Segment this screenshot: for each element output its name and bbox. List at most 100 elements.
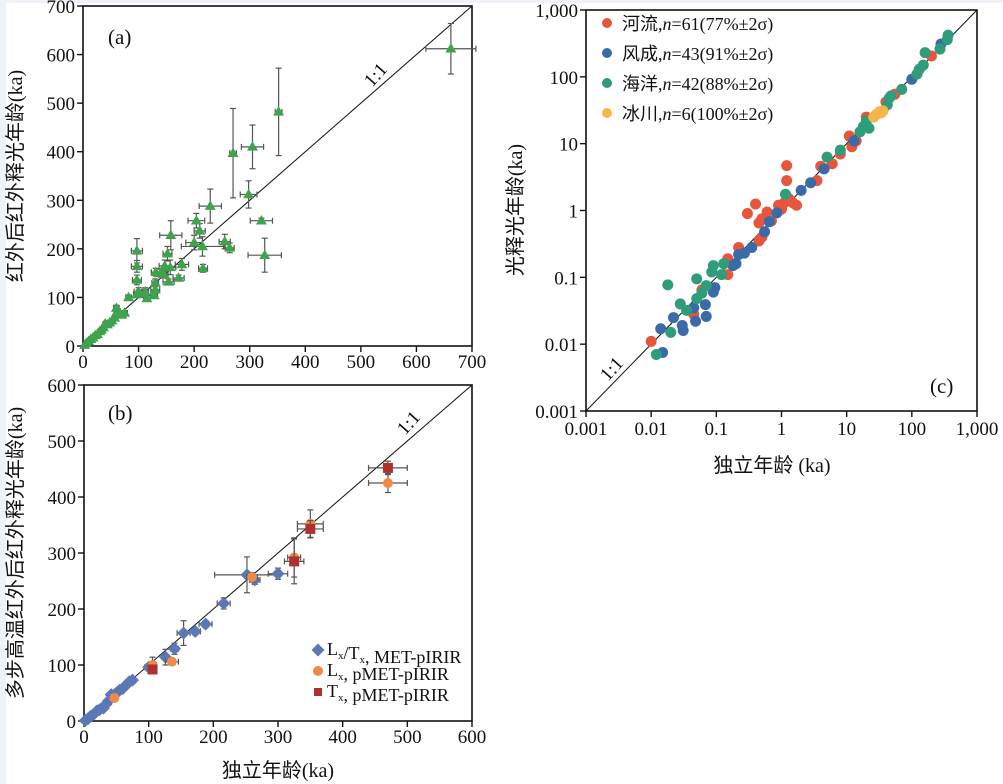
data-point [690,315,702,327]
data-point [141,292,153,303]
legend-category: 河流, [622,14,663,34]
y-tick-label: 1 [569,202,579,223]
legend-text-part: , pMET-pIRIR [344,664,449,684]
x-tick-label: 1 [777,419,787,440]
x-tick-label: 0 [79,727,89,748]
legend-marker [602,18,612,28]
data-point [863,122,875,134]
y-tick-label: 0.001 [535,402,578,423]
data-point [177,626,191,640]
x-tick-label: 500 [347,352,376,373]
x-tick-label: 10 [837,419,856,440]
panel-label: (a) [108,25,131,49]
legend-entry: 冰川,n=6(100%±2σ) [622,104,773,125]
y-axis-title: 多步高温红外后红外释光年龄(ka) [4,407,27,699]
data-point [255,214,267,225]
y-tick-label: 0 [66,337,76,358]
data-point [781,160,793,172]
y-tick-label: 600 [47,46,76,67]
data-point [165,229,177,240]
y-tick-label: 100 [47,288,76,309]
data-point [763,216,775,228]
panel-label: (c) [930,374,953,398]
data-point [818,163,830,175]
data-point [188,624,202,638]
legend-count: =61(77%±2σ) [672,14,774,35]
y-tick-label: 200 [47,240,76,261]
legend-entry: 风成,n=43(91%±2σ) [622,44,773,65]
data-point [148,289,160,300]
x-tick-label: 0.001 [565,419,608,440]
series-triangle [79,22,477,349]
y-axis-title: 光释光年龄(ka) [504,144,527,276]
legend-text-part: /T [344,643,360,663]
legend-count: =43(91%±2σ) [672,44,774,65]
x-tick-label: 200 [180,352,209,373]
y-tick-label: 300 [47,191,76,212]
data-point [382,462,393,473]
data-point [382,478,393,488]
y-axis-title: 红外后红外释光年龄(ka) [4,70,27,282]
x-tick-label: 300 [264,727,293,748]
y-tick-label: 700 [47,0,76,18]
data-point [805,177,817,189]
x-tick-label: 0.01 [635,419,668,440]
data-point [273,106,285,116]
panel-label: (b) [108,401,133,425]
data-point [821,151,833,163]
data-point [718,258,730,270]
legend-text-part: T [327,681,338,701]
data-points [78,460,408,727]
series-circle [655,38,947,359]
data-point [227,147,239,157]
data-point [158,268,170,278]
data-point [730,258,742,270]
x-axis-title: 独立年龄 (ka) [713,454,830,477]
legend-marker [602,108,612,118]
data-point [188,236,200,247]
legend-marker [602,78,612,88]
data-point [681,304,693,316]
page-edge-left [0,0,6,784]
data-point [795,184,807,196]
y-tick-label: 0.01 [545,335,578,356]
series-diamond [78,556,289,727]
legend-subscript: x [338,692,344,704]
data-point [163,276,175,286]
data-point [168,642,182,656]
y-tick-label: 0.1 [554,268,578,289]
data-point [445,43,457,53]
y-tick-label: 300 [48,544,77,565]
legend-n: n [663,14,672,34]
data-point [247,572,258,583]
legend-category: 风成, [622,44,663,64]
data-point [173,272,185,282]
data-point [645,335,657,347]
series-circle [868,105,889,123]
data-point [161,248,173,258]
legend-subscript: x [338,671,344,683]
data-point [194,225,206,235]
data-point [848,135,860,147]
data-point [834,144,846,156]
legend-entry: Tx, pMET-pIRIR [327,681,449,705]
plot-frame [82,5,473,347]
data-point [677,325,689,337]
data-point [109,693,120,704]
y-tick-label: 500 [47,94,76,115]
data-point [665,326,677,338]
data-point [699,299,711,311]
data-point [131,274,143,284]
legend-marker [313,666,323,676]
x-tick-label: 600 [458,727,487,748]
legend-text-part: L [327,660,338,680]
data-point [741,208,753,220]
y-tick-label: 400 [47,143,76,164]
data-point [746,241,758,253]
legend-marker [602,48,612,58]
data-point [159,260,171,270]
legend-marker [311,643,325,657]
legend-text-part: , pMET-pIRIR [344,685,449,705]
legend-n: n [663,74,672,94]
